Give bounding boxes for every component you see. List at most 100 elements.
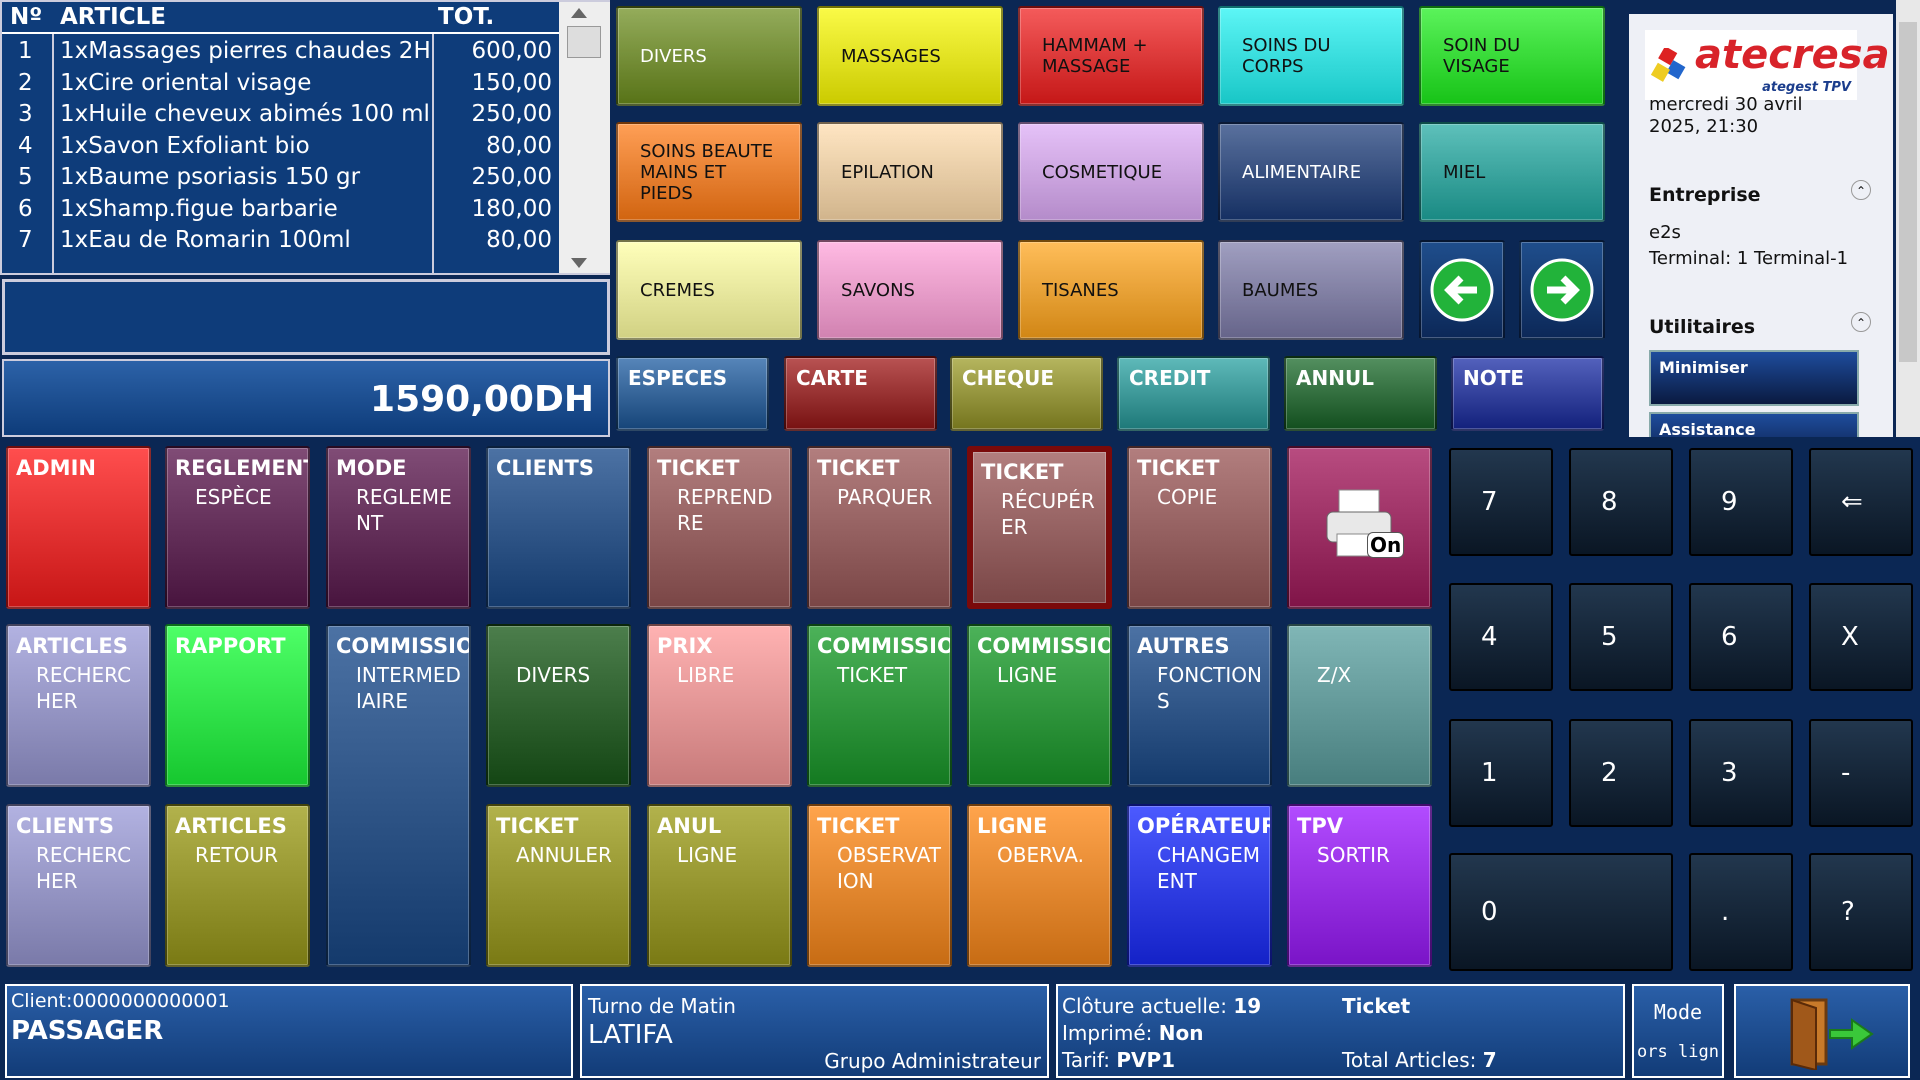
function-button[interactable]: COMMISSIO INTERMEDIAIRE [326, 624, 471, 967]
function-button[interactable]: ARTICLES RETOUR [165, 804, 310, 967]
button-title: PRIX [657, 634, 713, 658]
function-button[interactable]: MODE REGLEMENT [326, 446, 471, 609]
keypad-key[interactable]: 0 [1449, 853, 1673, 971]
keypad-key[interactable]: 5 [1569, 583, 1673, 691]
exit-button[interactable] [1734, 984, 1910, 1078]
operator-box[interactable]: Turno de Matin LATIFA Grupo Administrate… [580, 984, 1049, 1078]
ticket-line[interactable]: 6 1xShamp.figue barbarie 180,00 [2, 194, 562, 225]
function-button[interactable]: AUTRES FONCTIONS [1127, 624, 1272, 787]
function-button[interactable]: Z/X [1287, 624, 1432, 787]
button-title: MODE [336, 456, 407, 480]
function-button[interactable]: REGLEMENT ESPÈCE [165, 446, 310, 609]
keypad-key[interactable]: 3 [1689, 719, 1793, 827]
ticket-line[interactable]: 1 1xMassages pierres chaudes 2H 600,00 [2, 36, 562, 67]
column-header: ARTICLE [60, 4, 166, 30]
function-button[interactable]: COMMISSIO LIGNE [967, 624, 1112, 787]
payment-button[interactable]: CREDIT [1117, 356, 1270, 431]
ticket-line[interactable]: 7 1xEau de Romarin 100ml 80,00 [2, 225, 562, 256]
ticket-line[interactable]: 3 1xHuile cheveux abimés 100 ml 250,00 [2, 99, 562, 130]
keypad-key[interactable]: 1 [1449, 719, 1553, 827]
family-button[interactable]: SOINS DU CORPS [1218, 6, 1404, 106]
function-button[interactable]: OPÉRATEUR CHANGEMENT [1127, 804, 1272, 967]
function-button[interactable]: TICKET ANNULER [486, 804, 631, 967]
function-button[interactable]: ARTICLES RECHERCHER [6, 624, 151, 787]
exit-icon [1790, 998, 1874, 1070]
keypad-key[interactable]: 2 [1569, 719, 1673, 827]
function-button[interactable]: RAPPORT [165, 624, 310, 787]
ticket-line[interactable]: 2 1xCire oriental visage 150,00 [2, 68, 562, 99]
ticket-line[interactable]: 5 1xBaume psoriasis 150 gr 250,00 [2, 162, 562, 193]
family-button[interactable]: ALIMENTAIRE [1218, 122, 1404, 222]
keypad-key[interactable]: ? [1809, 853, 1913, 971]
function-button[interactable]: On [1287, 446, 1432, 609]
button-subtitle: RECHERCHER [36, 663, 132, 713]
function-button[interactable]: TICKET OBSERVATION [807, 804, 952, 967]
payment-button[interactable]: ESPECES [616, 356, 769, 431]
family-button[interactable]: SOINS BEAUTE MAINS ET PIEDS [616, 122, 802, 222]
family-button[interactable]: COSMETIQUE [1018, 122, 1204, 222]
function-button[interactable]: TPV SORTIR [1287, 804, 1432, 967]
keypad-key[interactable]: 6 [1689, 583, 1793, 691]
client-box[interactable]: Client:0000000000001 PASSAGER [5, 984, 573, 1078]
family-button[interactable]: SAVONS [817, 240, 1003, 340]
function-button[interactable]: COMMISSIO TICKET [807, 624, 952, 787]
family-button[interactable]: MIEL [1419, 122, 1605, 222]
family-button[interactable]: CREMES [616, 240, 802, 340]
payment-button[interactable]: ANNUL [1284, 356, 1437, 431]
next-page[interactable] [1519, 240, 1605, 340]
payment-button[interactable]: NOTE [1451, 356, 1604, 431]
payment-button[interactable]: CHEQUE [950, 356, 1103, 431]
logo-subtext: ategest TPV [1762, 80, 1851, 95]
line-article: 1xBaume psoriasis 150 gr [60, 164, 361, 190]
function-button[interactable]: CLIENTS [486, 446, 631, 609]
mode-box[interactable]: Mode ors lign [1632, 984, 1724, 1078]
family-button[interactable]: TISANES [1018, 240, 1204, 340]
collapse[interactable]: ⌃ [1851, 312, 1871, 332]
function-button[interactable]: CLIENTS RECHERCHER [6, 804, 151, 967]
button-subtitle: RETOUR [195, 843, 279, 867]
divider [432, 34, 434, 274]
function-button[interactable]: TICKET RÉCUPÉRER [967, 446, 1112, 609]
button-title: TPV [1297, 814, 1343, 838]
button-subtitle: DIVERS [516, 663, 591, 687]
family-button[interactable]: BAUMES [1218, 240, 1404, 340]
keypad-key[interactable]: 9 [1689, 448, 1793, 556]
keypad-key[interactable]: . [1689, 853, 1793, 971]
keypad-key[interactable]: 7 [1449, 448, 1553, 556]
input-field[interactable] [2, 279, 610, 355]
function-button[interactable]: ADMIN [6, 446, 151, 609]
collapse[interactable]: ⌃ [1851, 180, 1871, 200]
utility-button[interactable]: Minimiser [1649, 350, 1859, 406]
function-button[interactable]: ANUL LIGNE [647, 804, 792, 967]
function-button[interactable]: TICKET COPIE [1127, 446, 1272, 609]
button-title: TICKET [496, 814, 579, 838]
utility-button[interactable]: Assistance Technique [1649, 412, 1859, 437]
label: Total Articles: [1342, 1048, 1477, 1072]
keypad-key[interactable]: 8 [1569, 448, 1673, 556]
family-button[interactable]: SOIN DU VISAGE [1419, 6, 1605, 106]
button-subtitle: OBSERVATION [837, 843, 941, 893]
keypad-key[interactable]: 4 [1449, 583, 1553, 691]
family-button[interactable]: MASSAGES [817, 6, 1003, 106]
keypad-key[interactable]: X [1809, 583, 1913, 691]
column-header: Nº [10, 4, 43, 30]
function-button[interactable]: PRIX LIBRE [647, 624, 792, 787]
button-title: REGLEMENT [175, 456, 310, 480]
prev-page[interactable] [1419, 240, 1505, 340]
function-button[interactable]: TICKET REPRENDRE [647, 446, 792, 609]
family-button[interactable]: DIVERS [616, 6, 802, 106]
function-button[interactable]: TICKET PARQUER [807, 446, 952, 609]
button-title: TICKET [1137, 456, 1220, 480]
ticket-line[interactable]: 4 1xSavon Exfoliant bio 80,00 [2, 131, 562, 162]
payment-button[interactable]: CARTE [784, 356, 937, 431]
family-button[interactable]: EPILATION [817, 122, 1003, 222]
family-button[interactable]: HAMMAM + MASSAGE [1018, 6, 1204, 106]
keypad-key[interactable]: - [1809, 719, 1913, 827]
function-button[interactable]: LIGNE OBERVA. [967, 804, 1112, 967]
line-article: 1xCire oriental visage [60, 69, 312, 96]
keypad-key[interactable]: ⇐ [1809, 448, 1913, 556]
scrollbar[interactable] [559, 2, 610, 273]
button-subtitle: ANNULER [516, 843, 612, 867]
function-button[interactable]: DIVERS [486, 624, 631, 787]
sidebar-scrollbar[interactable] [1896, 0, 1920, 437]
